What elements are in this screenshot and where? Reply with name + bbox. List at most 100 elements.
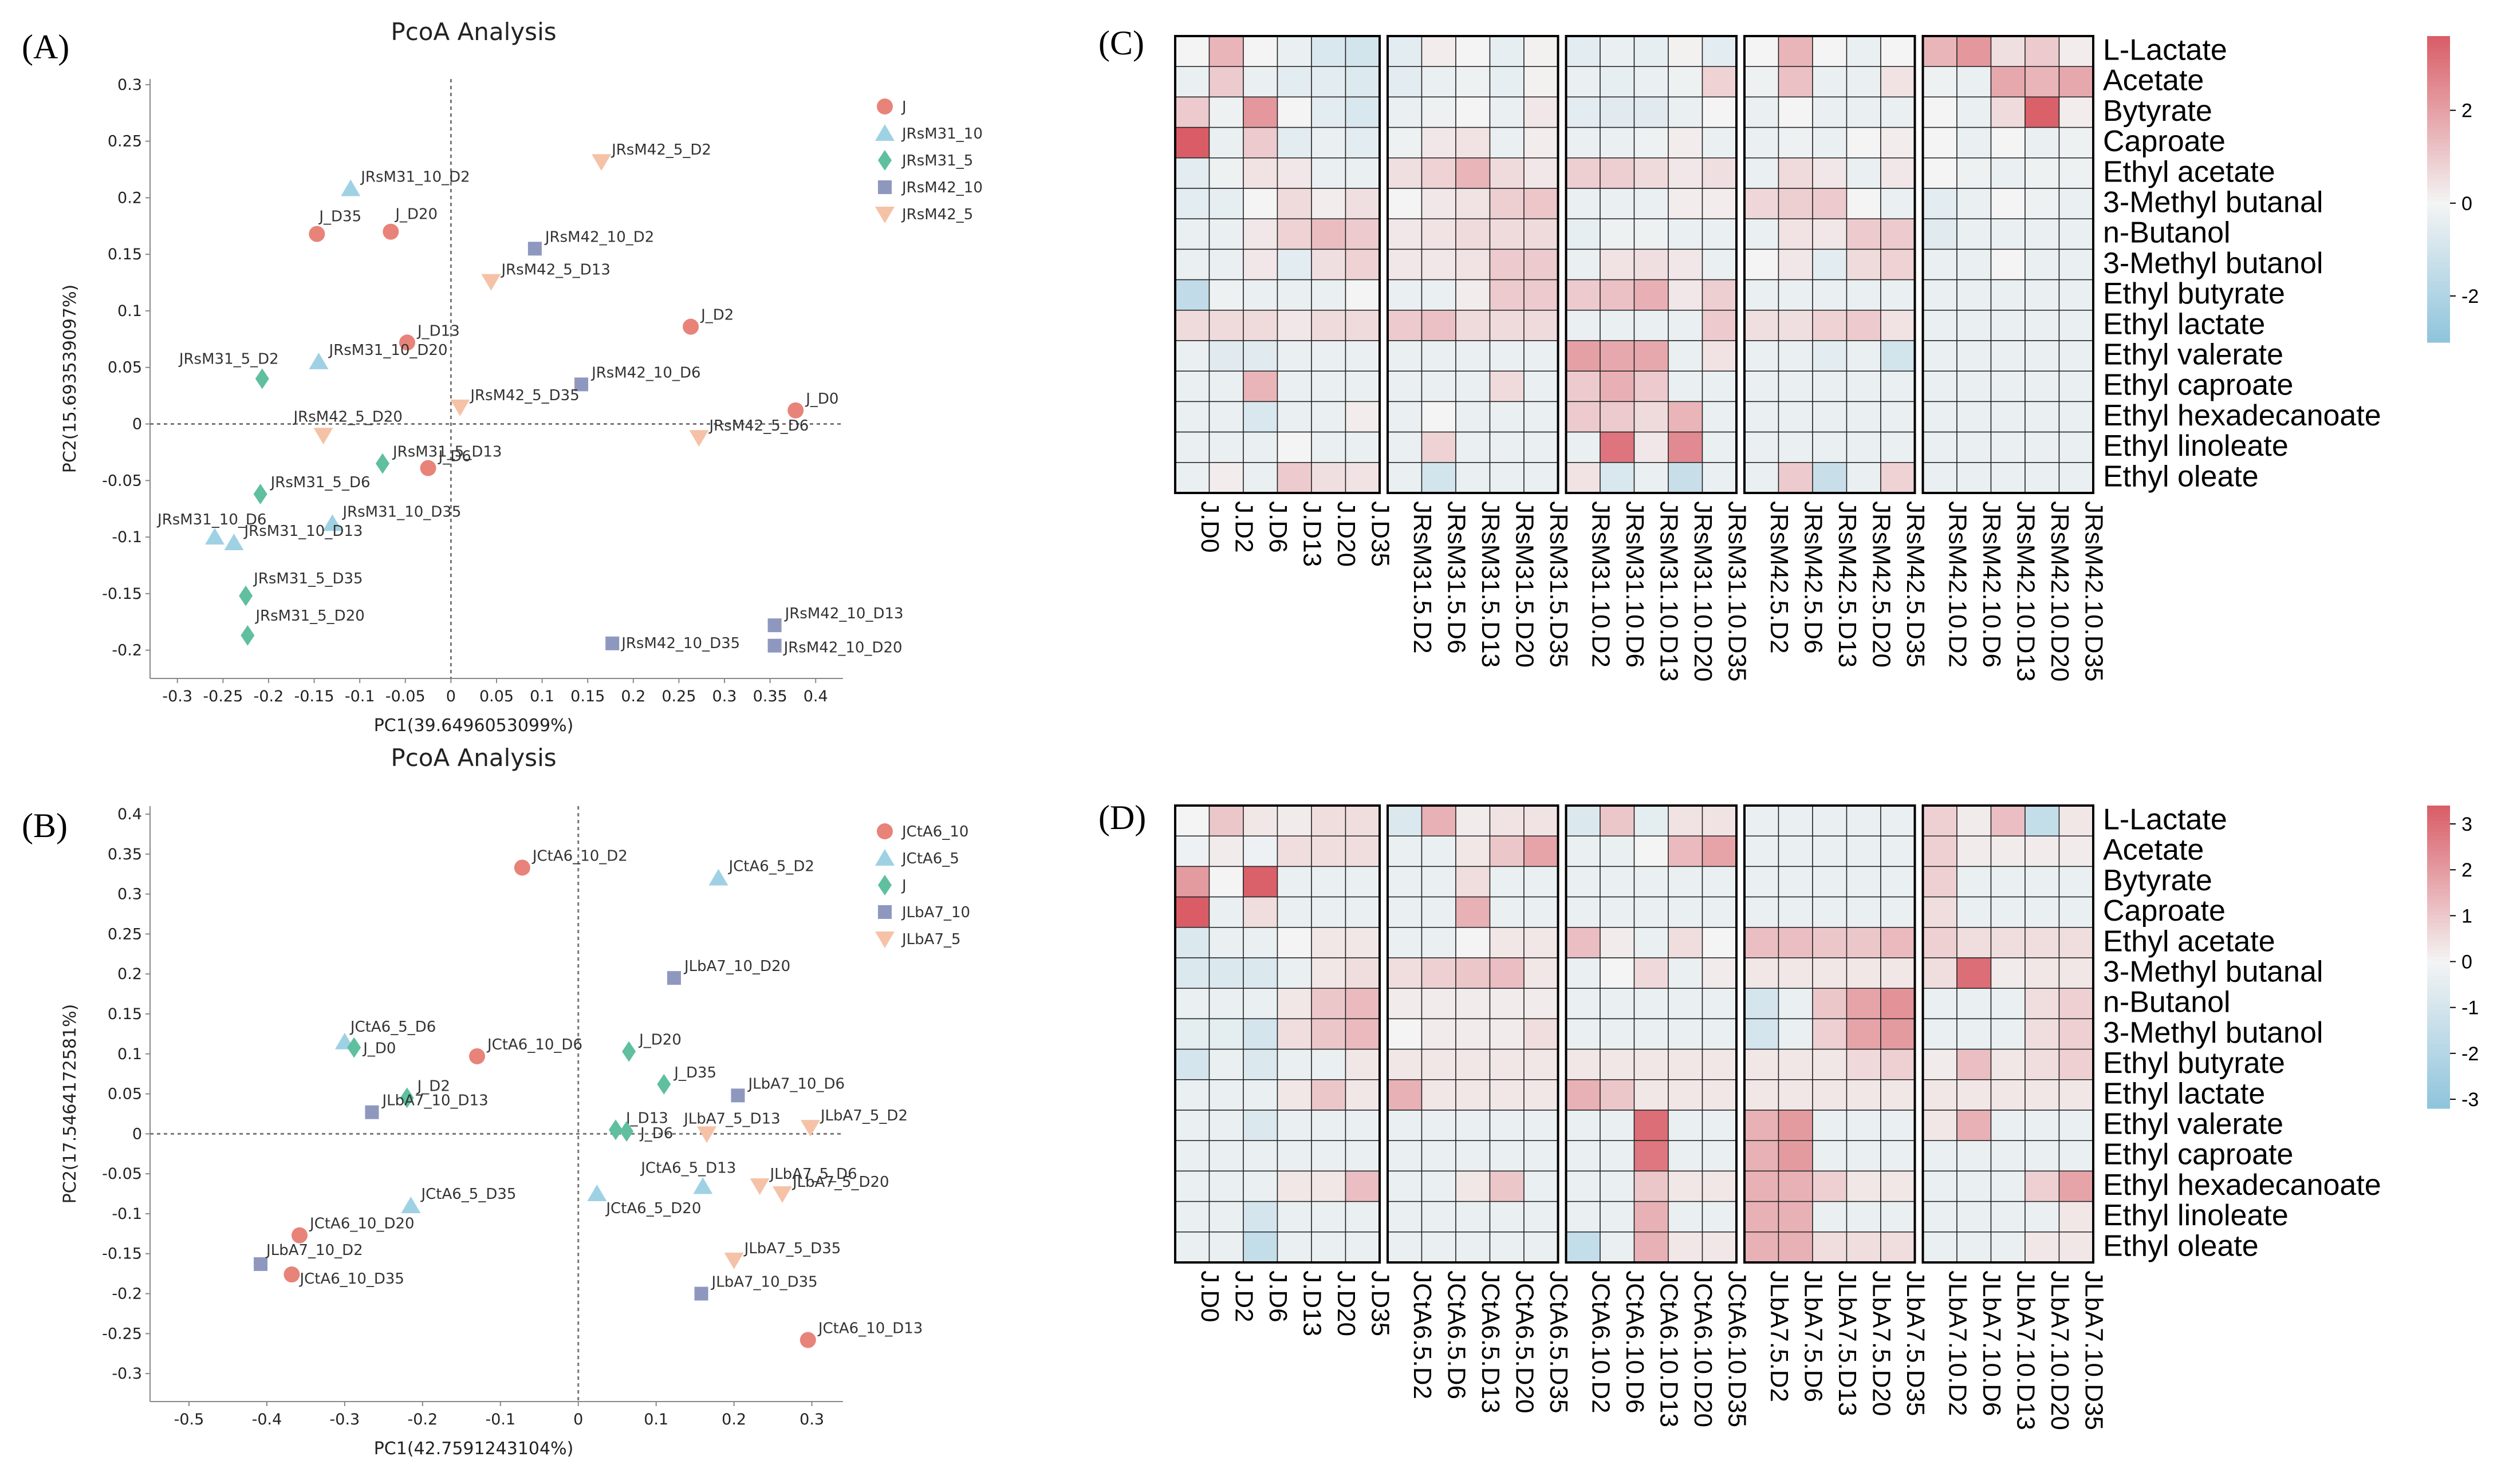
data-point	[693, 1177, 713, 1194]
heatmap-cell	[2025, 896, 2060, 928]
heatmap-cell	[1387, 927, 1423, 958]
heatmap-cell	[1846, 896, 1881, 928]
heatmap-cell	[1600, 218, 1635, 250]
heatmap-cell	[1778, 218, 1813, 250]
heatmap-cell	[1633, 279, 1669, 311]
colorbar-segment	[2427, 994, 2450, 999]
heatmap-cell	[1345, 401, 1380, 433]
heatmap-cell	[1345, 1201, 1380, 1233]
heatmap-cell	[1701, 805, 1737, 836]
heatmap-cell	[1880, 188, 1916, 219]
heatmap-cell	[1277, 127, 1312, 159]
heatmap-cell	[1880, 1232, 1916, 1263]
point-label: JCtA6_5_D35	[420, 1186, 516, 1203]
heatmap-cell	[1600, 835, 1635, 867]
point-label: J_D6	[438, 448, 471, 465]
heatmap-cell	[1668, 1048, 1703, 1080]
heatmap-cell	[1990, 370, 2026, 402]
heatmap-cell	[1744, 218, 1779, 250]
heatmap-cell	[1812, 188, 1848, 219]
colorbar-segment	[2427, 915, 2450, 919]
data-point	[365, 1105, 379, 1119]
data-point	[347, 1037, 361, 1058]
heatmap-cell	[1812, 835, 1848, 867]
heatmap-cell	[2058, 401, 2094, 433]
heatmap-cell	[1311, 1170, 1346, 1202]
heatmap-cell	[1668, 1018, 1703, 1050]
heatmap-cell	[1523, 1140, 1559, 1172]
x-tick-label: -0.05	[385, 688, 426, 705]
heatmap-cell	[1668, 462, 1703, 494]
colorbar-segment	[2427, 824, 2450, 829]
heatmap-cell	[1421, 127, 1456, 159]
colorbar-segment	[2427, 1017, 2450, 1022]
heatmap-cell	[1421, 462, 1456, 494]
heatmap-cell	[2025, 127, 2060, 159]
heatmap-cell	[1668, 927, 1703, 958]
heatmap-cell	[1744, 431, 1779, 463]
heatmap-cell	[1956, 1048, 1992, 1080]
data-point	[527, 242, 542, 256]
heatmap-cell	[1311, 431, 1346, 463]
heatmap-cell	[1922, 927, 1957, 958]
heatmap-cell	[2025, 401, 2060, 433]
heatmap-cell	[1208, 218, 1244, 250]
point-label: JRsM31_10_D35	[341, 503, 461, 520]
heatmap-cell	[1778, 279, 1813, 311]
data-point	[787, 402, 804, 419]
y-axis-label: PC2(15.6935390​97%)	[60, 285, 80, 473]
column-label: JCtA6.10.D2	[1586, 1270, 1614, 1413]
heatmap-cell	[2025, 188, 2060, 219]
colorbar-segment	[2427, 1078, 2450, 1083]
heatmap-cell	[1990, 1170, 2026, 1202]
colorbar-segment	[2427, 896, 2450, 901]
heatmap-cell	[1956, 927, 1992, 958]
heatmap-cell	[1744, 866, 1779, 898]
heatmap-cell	[1345, 1232, 1380, 1263]
heatmap-cell	[1633, 1048, 1669, 1080]
data-point	[622, 1041, 636, 1062]
heatmap-group-border	[1174, 804, 1381, 1264]
heatmap-cell	[1600, 66, 1635, 98]
heatmap-cell	[1421, 279, 1456, 311]
row-label: Ethyl oleate	[2103, 1229, 2259, 1262]
heatmap-cell	[1387, 1018, 1423, 1050]
point-label: JLbA7_5_D2	[820, 1107, 908, 1124]
heatmap-cell	[1523, 1048, 1559, 1080]
colorbar-tick-label: -1	[2461, 997, 2479, 1019]
heatmap-cell	[1668, 1232, 1703, 1263]
heatmap-cell	[1208, 866, 1244, 898]
heatmap-cell	[1421, 957, 1456, 989]
heatmap-cell	[1778, 462, 1813, 494]
colorbar-segment	[2427, 835, 2450, 840]
heatmap-cell	[1990, 805, 2026, 836]
colorbar-segment	[2427, 972, 2450, 977]
heatmap-cell	[1701, 1110, 1737, 1141]
heatmap-cell	[1744, 35, 1779, 67]
heatmap-cell	[1565, 127, 1601, 159]
heatmap-cell	[1175, 1018, 1210, 1050]
column-label: JRsM42.5.D20	[1867, 501, 1895, 668]
legend-marker	[875, 207, 895, 223]
heatmap-cell	[1243, 1110, 1278, 1141]
heatmap-cell	[1208, 370, 1244, 402]
colorbar-segment	[2427, 1032, 2450, 1037]
heatmap-cell	[1345, 462, 1380, 494]
colorbar-segment	[2427, 62, 2450, 68]
heatmap-cell	[1311, 1079, 1346, 1111]
point-label: JCtA6_5_D6	[349, 1019, 436, 1036]
heatmap-cell	[1922, 340, 1957, 372]
column-label: JLbA7.5.D13	[1833, 1270, 1861, 1416]
heatmap-cell	[1311, 127, 1346, 159]
colorbar-segment	[2427, 181, 2450, 186]
heatmap-cell	[1311, 927, 1346, 958]
x-tick-label: -0.1	[485, 1411, 515, 1428]
colorbar-segment	[2427, 36, 2450, 41]
heatmap-cell	[1523, 35, 1559, 67]
heatmap-cell	[1633, 896, 1669, 928]
heatmap-cell	[1990, 127, 2026, 159]
colorbar-segment	[2427, 907, 2450, 912]
data-point	[724, 1252, 744, 1269]
x-tick-label: 0.1	[644, 1411, 668, 1428]
colorbar-segment	[2427, 1082, 2450, 1086]
